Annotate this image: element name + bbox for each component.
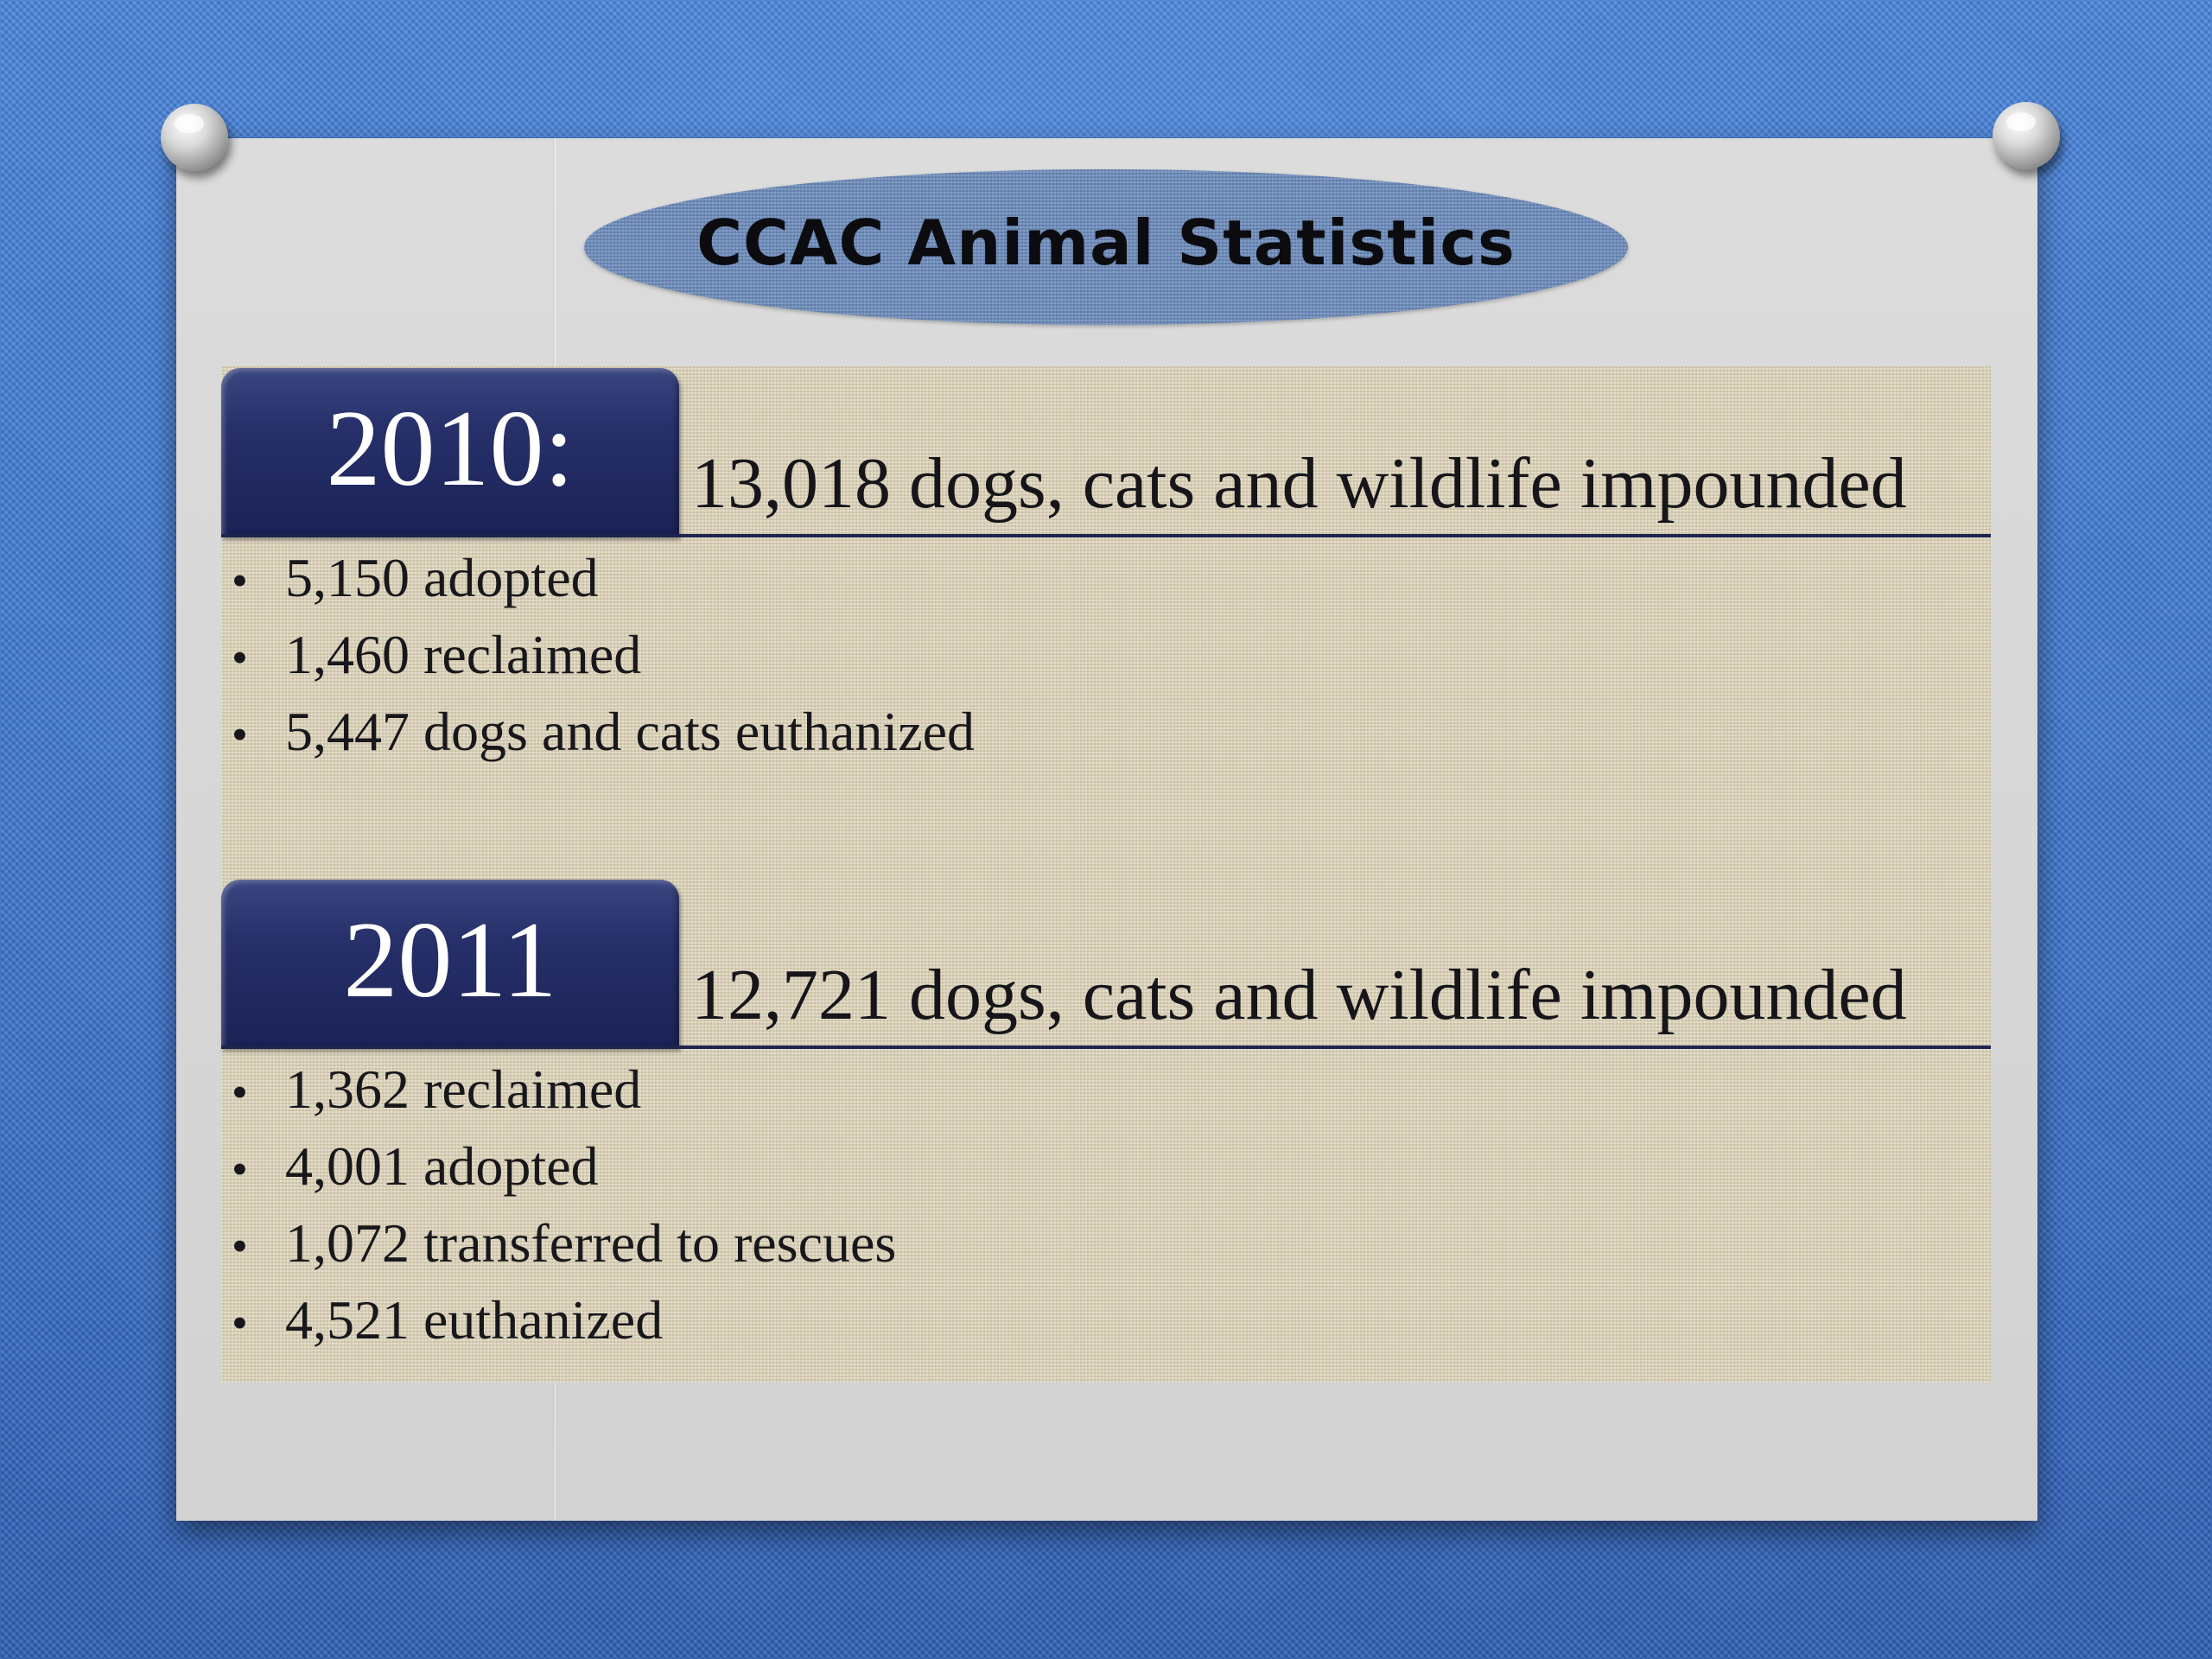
year-label: 2011 xyxy=(343,900,557,1020)
bullet-icon: • xyxy=(232,1066,248,1118)
title-oval: CCAC Animal Statistics xyxy=(584,169,1628,325)
bullet-icon: • xyxy=(232,1143,248,1195)
bullet-icon: • xyxy=(232,632,248,683)
list-item: • 1,460 reclaimed xyxy=(232,618,975,695)
impound-headline-2010: 13,018 dogs, cats and wildlife impounded xyxy=(691,443,1907,524)
list-item: • 4,521 euthanized xyxy=(232,1283,896,1360)
list-item: • 1,362 reclaimed xyxy=(232,1052,896,1129)
section-rule xyxy=(221,1046,1991,1049)
section-rule xyxy=(221,534,1991,537)
list-item: • 1,072 transferred to rescues xyxy=(232,1206,896,1283)
pushpin-icon xyxy=(161,104,228,171)
bullet-icon: • xyxy=(232,1297,248,1349)
impound-headline-2011: 12,721 dogs, cats and wildlife impounded xyxy=(691,955,1907,1035)
pushpin-icon xyxy=(1993,102,2060,169)
bullet-icon: • xyxy=(232,709,248,760)
year-label: 2010: xyxy=(326,389,575,509)
bullet-icon: • xyxy=(232,555,248,607)
bullet-icon: • xyxy=(232,1220,248,1272)
year-tab-2010: 2010: xyxy=(221,368,679,537)
bullet-list-2011: • 1,362 reclaimed • 4,001 adopted • 1,072 t… xyxy=(232,1052,896,1360)
year-tab-2011: 2011 xyxy=(221,880,679,1049)
bullet-list-2010: • 5,150 adopted • 1,460 reclaimed • 5,447 d… xyxy=(232,541,975,772)
list-item: • 5,447 dogs and cats euthanized xyxy=(232,695,975,772)
list-item: • 4,001 adopted xyxy=(232,1129,896,1206)
slide-title: CCAC Animal Statistics xyxy=(696,207,1516,279)
list-item: • 5,150 adopted xyxy=(232,541,975,618)
